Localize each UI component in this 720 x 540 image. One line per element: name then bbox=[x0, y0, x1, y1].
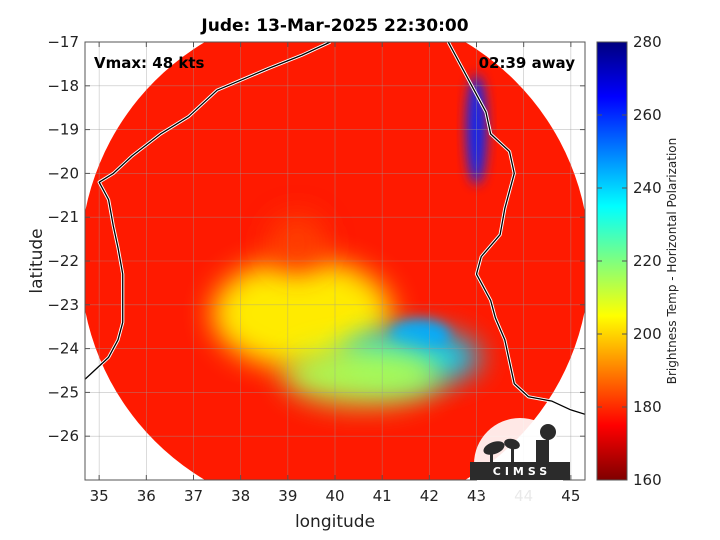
y-tick-label: −24 bbox=[47, 340, 79, 358]
x-tick-label: 45 bbox=[561, 487, 580, 505]
tb-feature-eye-region bbox=[267, 213, 328, 274]
colorbar-tick-label: 260 bbox=[633, 106, 662, 124]
y-tick-label: −25 bbox=[47, 383, 79, 401]
x-tick-label: 43 bbox=[467, 487, 486, 505]
x-tick-label: 36 bbox=[137, 487, 156, 505]
chart-title: Jude: 13-Mar-2025 22:30:00 bbox=[200, 16, 468, 36]
x-tick-label: 35 bbox=[90, 487, 109, 505]
colorbar-tick-label: 200 bbox=[633, 325, 662, 343]
time-away-annotation: 02:39 away bbox=[479, 54, 576, 72]
x-tick-label: 42 bbox=[420, 487, 439, 505]
y-tick-label: −26 bbox=[47, 427, 79, 445]
y-tick-label: −19 bbox=[47, 121, 79, 139]
colorbar-tick-label: 160 bbox=[633, 471, 662, 489]
y-axis-label: latitude bbox=[27, 228, 47, 293]
y-tick-label: −18 bbox=[47, 77, 79, 95]
logo-text: CIMSS bbox=[493, 465, 551, 478]
y-tick-label: −22 bbox=[47, 252, 79, 270]
x-tick-label: 40 bbox=[325, 487, 344, 505]
coastlines bbox=[85, 42, 585, 416]
colorbar-ticks: 280 260 240 220 200 180 160 bbox=[597, 33, 662, 489]
colorbar-label: Brightness Temp - Horizontal Polarizatio… bbox=[665, 138, 679, 385]
colorbar-tick-label: 180 bbox=[633, 398, 662, 416]
tb-feature-inner-band bbox=[283, 344, 444, 405]
x-tick-label: 39 bbox=[278, 487, 297, 505]
colorbar-tick-label: 220 bbox=[633, 252, 662, 270]
y-tick-label: −23 bbox=[47, 296, 79, 314]
tb-feature-spiral-band bbox=[211, 258, 392, 369]
x-axis-label: longitude bbox=[295, 512, 375, 532]
x-tick-label: 37 bbox=[184, 487, 203, 505]
colorbar-tick-label: 280 bbox=[633, 33, 662, 51]
y-tick-label: −20 bbox=[47, 164, 79, 182]
y-tick-label: −17 bbox=[47, 33, 79, 51]
y-axis-ticks: −17 −18 −19 −20 −21 −22 −23 −24 −25 −26 bbox=[47, 33, 585, 445]
x-tick-label: 38 bbox=[231, 487, 250, 505]
coastline-mozambique bbox=[85, 42, 331, 380]
tb-feature-rainband-core bbox=[389, 319, 450, 352]
cimss-logo: CIMSS bbox=[470, 418, 570, 510]
x-tick-label: 41 bbox=[373, 487, 392, 505]
vmax-annotation: Vmax: 48 kts bbox=[94, 54, 204, 72]
y-tick-label: −21 bbox=[47, 208, 79, 226]
colorbar-tick-label: 240 bbox=[633, 179, 662, 197]
coastline-madagascar bbox=[447, 42, 585, 415]
